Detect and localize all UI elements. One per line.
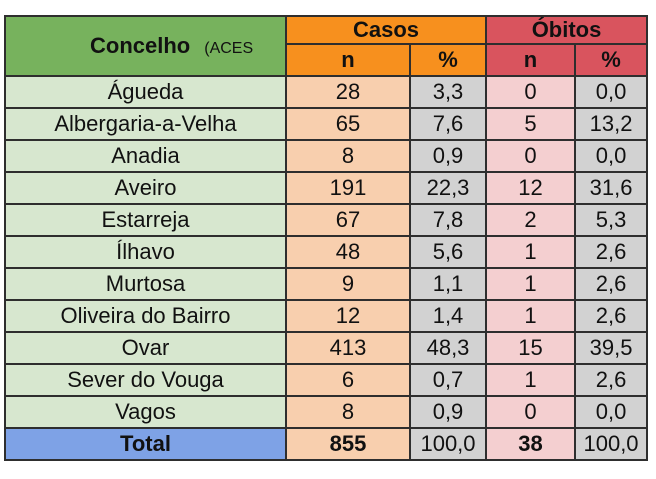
table-row: Sever do Vouga 6 0,7 1 2,6 (4, 363, 649, 397)
casos-pct-value: 0,9 (408, 139, 488, 173)
casos-n-value: 9 (285, 267, 411, 301)
header-row-groups: Concelho (ACES Casos Óbitos (4, 15, 649, 77)
obitos-pct-value: 5,3 (574, 203, 649, 237)
concelho-table: Concelho (ACES Casos Óbitos n % n % Águed… (4, 15, 649, 461)
casos-pct-value: 0,7 (408, 363, 488, 397)
casos-pct-value: 1,1 (408, 267, 488, 301)
concelho-name: Oliveira do Bairro (4, 299, 287, 333)
casos-n-value: 413 (285, 331, 411, 365)
casos-pct-value: 22,3 (408, 171, 488, 205)
total-obitos-n: 38 (485, 427, 577, 461)
concelho-name: Aveiro (4, 171, 287, 205)
concelho-name: Águeda (4, 75, 287, 109)
obitos-n-value: 1 (485, 235, 577, 269)
obitos-n-value: 12 (485, 171, 577, 205)
obitos-n-value: 0 (485, 75, 577, 109)
aces-header-label: (ACES (204, 40, 254, 57)
table-row: Vagos 8 0,9 0 0,0 (4, 395, 649, 429)
header-row-subcolumns: n % n % (5, 43, 649, 77)
obitos-n-value: 0 (485, 139, 577, 173)
casos-n-value: 65 (285, 107, 411, 141)
casos-n-value: 6 (285, 363, 411, 397)
casos-n-value: 48 (285, 235, 411, 269)
total-row: Total 855 100,0 38 100,0 (4, 427, 649, 461)
concelho-name: Albergaria-a-Velha (4, 107, 287, 141)
casos-n-value: 67 (285, 203, 411, 237)
table-row: Ílhavo 48 5,6 1 2,6 (4, 235, 649, 269)
casos-pct-value: 7,8 (408, 203, 488, 237)
obitos-n-header: n (485, 43, 577, 77)
obitos-pct-value: 31,6 (574, 171, 649, 205)
concelho-name: Anadia (4, 139, 287, 173)
casos-n-value: 191 (285, 171, 411, 205)
casos-n-value: 12 (285, 299, 411, 333)
table-row: Murtosa 9 1,1 1 2,6 (4, 267, 649, 301)
casos-n-value: 8 (285, 139, 411, 173)
obitos-pct-value: 2,6 (574, 235, 649, 269)
obitos-pct-value: 0,0 (574, 75, 649, 109)
obitos-n-value: 1 (485, 299, 577, 333)
obitos-n-value: 2 (485, 203, 577, 237)
concelho-name: Sever do Vouga (4, 363, 287, 397)
table-row: Aveiro 191 22,3 12 31,6 (4, 171, 649, 205)
obitos-n-value: 1 (485, 267, 577, 301)
obitos-pct-header: % (574, 43, 649, 77)
casos-header: Casos (284, 15, 488, 45)
obitos-header: Óbitos (485, 15, 649, 45)
concelho-name: Estarreja (4, 203, 287, 237)
concelho-header: Concelho (ACES (4, 15, 287, 77)
obitos-n-value: 5 (485, 107, 577, 141)
casos-pct-value: 0,9 (408, 395, 488, 429)
concelho-name: Ílhavo (4, 235, 287, 269)
concelho-header-label: Concelho (90, 33, 191, 58)
total-label: Total (4, 427, 287, 461)
obitos-pct-value: 13,2 (574, 107, 649, 141)
table-row: Águeda 28 3,3 0 0,0 (4, 75, 649, 109)
concelho-name: Murtosa (4, 267, 287, 301)
obitos-n-value: 1 (485, 363, 577, 397)
obitos-pct-value: 2,6 (574, 267, 649, 301)
casos-pct-value: 7,6 (408, 107, 488, 141)
casos-n-value: 28 (285, 75, 411, 109)
table-row: Ovar 413 48,3 15 39,5 (4, 331, 649, 365)
casos-pct-value: 1,4 (408, 299, 488, 333)
obitos-n-value: 15 (485, 331, 577, 365)
obitos-pct-value: 0,0 (574, 395, 649, 429)
table-row: Albergaria-a-Velha 65 7,6 5 13,2 (4, 107, 649, 141)
total-obitos-pct: 100,0 (574, 427, 649, 461)
casos-n-value: 8 (285, 395, 411, 429)
total-casos-n: 855 (285, 427, 411, 461)
obitos-n-value: 0 (485, 395, 577, 429)
table-row: Anadia 8 0,9 0 0,0 (4, 139, 649, 173)
casos-pct-value: 3,3 (408, 75, 488, 109)
obitos-pct-value: 39,5 (574, 331, 649, 365)
obitos-pct-value: 0,0 (574, 139, 649, 173)
concelho-name: Vagos (4, 395, 287, 429)
casos-pct-header: % (408, 43, 488, 77)
casos-pct-value: 48,3 (408, 331, 488, 365)
obitos-pct-value: 2,6 (574, 299, 649, 333)
table-row: Oliveira do Bairro 12 1,4 1 2,6 (4, 299, 649, 333)
casos-n-header: n (285, 43, 411, 77)
total-casos-pct: 100,0 (408, 427, 488, 461)
table-row: Estarreja 67 7,8 2 5,3 (4, 203, 649, 237)
casos-pct-value: 5,6 (408, 235, 488, 269)
concelho-name: Ovar (4, 331, 287, 365)
obitos-pct-value: 2,6 (574, 363, 649, 397)
